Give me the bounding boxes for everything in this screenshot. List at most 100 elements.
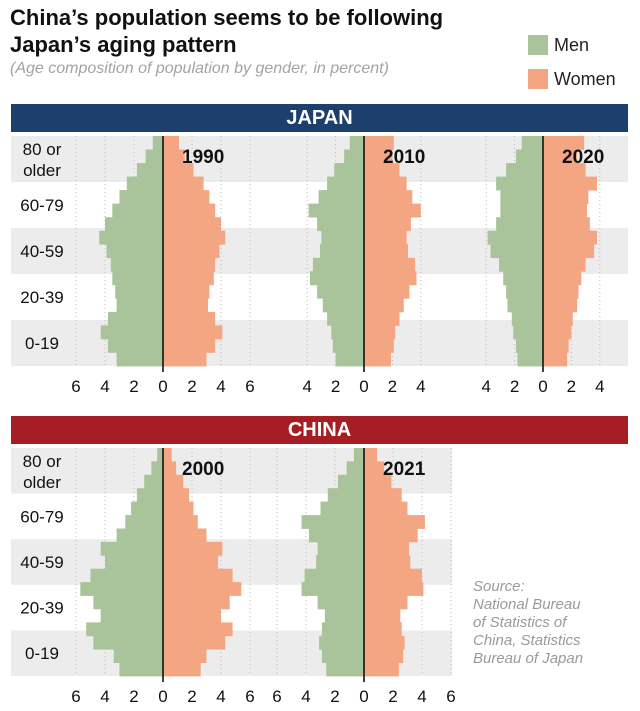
women-bar bbox=[364, 488, 402, 502]
year-label: 2020 bbox=[562, 147, 604, 168]
women-bar bbox=[364, 501, 408, 516]
women-bar bbox=[364, 136, 394, 150]
women-bar bbox=[163, 311, 216, 326]
age-group-label: 0-19 bbox=[25, 334, 59, 353]
age-group-label: older bbox=[23, 161, 61, 180]
men-bar bbox=[116, 298, 163, 313]
x-tick-label: 6 bbox=[272, 687, 281, 706]
women-bar bbox=[364, 541, 409, 556]
x-tick-label: 2 bbox=[129, 687, 138, 706]
men-bar bbox=[516, 149, 543, 164]
men-bar bbox=[93, 635, 163, 650]
men-bar bbox=[320, 501, 364, 516]
men-bar bbox=[100, 541, 163, 556]
women-bar bbox=[543, 298, 578, 313]
women-bar bbox=[163, 501, 194, 516]
x-tick-label: 4 bbox=[100, 377, 109, 396]
men-bar bbox=[100, 608, 163, 623]
x-tick-label: 2 bbox=[187, 377, 196, 396]
men-bar bbox=[500, 203, 543, 218]
men-bar bbox=[499, 257, 543, 272]
men-bar bbox=[503, 271, 543, 286]
women-bar bbox=[543, 230, 597, 245]
men-bar bbox=[353, 448, 364, 462]
women-bar bbox=[163, 230, 226, 245]
women-bar bbox=[364, 284, 410, 299]
women-bar bbox=[163, 257, 216, 272]
men-bar bbox=[310, 271, 364, 286]
women-bar bbox=[364, 203, 421, 218]
men-bar bbox=[346, 461, 364, 476]
women-bar bbox=[163, 622, 233, 637]
men-bar bbox=[100, 325, 163, 340]
men-bar bbox=[487, 230, 543, 245]
men-bar bbox=[125, 515, 163, 529]
men-bar bbox=[105, 555, 163, 570]
men-bar bbox=[304, 568, 364, 583]
source-line: China, Statistics bbox=[473, 632, 581, 649]
x-tick-label: 2 bbox=[331, 377, 340, 396]
x-tick-label: 4 bbox=[417, 687, 426, 706]
women-bar bbox=[163, 608, 221, 623]
men-bar bbox=[144, 474, 164, 489]
women-bar bbox=[163, 474, 184, 489]
women-bar bbox=[163, 541, 223, 556]
legend-item-men: Men bbox=[528, 28, 616, 62]
x-tick-label: 0 bbox=[538, 377, 547, 396]
women-bar bbox=[163, 203, 216, 218]
men-bar bbox=[107, 311, 163, 326]
men-bar bbox=[317, 284, 364, 299]
x-tick-label: 4 bbox=[302, 377, 311, 396]
men-bar bbox=[107, 338, 163, 353]
women-bar bbox=[543, 257, 586, 272]
women-bar bbox=[163, 149, 185, 164]
women-bar bbox=[543, 284, 579, 299]
men-bar bbox=[334, 163, 364, 177]
women-bar bbox=[163, 244, 220, 259]
legend-item-women: Women bbox=[528, 62, 616, 96]
women-bar bbox=[163, 568, 233, 583]
year-label: 2021 bbox=[383, 459, 426, 480]
men-bar bbox=[136, 488, 163, 502]
women-bar bbox=[543, 311, 573, 326]
x-tick-label: 2 bbox=[388, 687, 397, 706]
x-tick-label: 6 bbox=[71, 377, 80, 396]
men-bar bbox=[320, 244, 364, 259]
x-tick-label: 4 bbox=[416, 377, 425, 396]
women-bar bbox=[364, 555, 411, 570]
men-bar bbox=[496, 176, 543, 191]
men-bar bbox=[301, 582, 364, 596]
men-bar bbox=[327, 176, 364, 191]
x-tick-label: 6 bbox=[71, 687, 80, 706]
women-bar bbox=[364, 271, 417, 286]
men-bar bbox=[490, 244, 543, 259]
source-line: of Statistics of bbox=[473, 614, 567, 631]
women-bar bbox=[163, 352, 207, 367]
x-tick-label: 2 bbox=[187, 687, 196, 706]
women-bar bbox=[543, 244, 595, 259]
men-bar bbox=[312, 257, 364, 272]
men-bar bbox=[332, 338, 364, 353]
age-group-label: 80 or bbox=[23, 140, 62, 159]
women-bar bbox=[163, 190, 210, 204]
men-bar bbox=[318, 190, 364, 204]
men-bar bbox=[151, 461, 163, 476]
year-label: 2000 bbox=[182, 459, 224, 480]
women-bar bbox=[163, 595, 230, 610]
china-section-header: CHINA bbox=[11, 416, 628, 444]
women-bar bbox=[364, 190, 413, 204]
men-bar bbox=[157, 448, 163, 462]
men-bar bbox=[507, 298, 543, 313]
men-bar bbox=[126, 176, 164, 191]
women-bar bbox=[163, 515, 198, 529]
women-bar bbox=[364, 244, 408, 259]
women-bar bbox=[163, 217, 221, 232]
x-tick-label: 4 bbox=[216, 377, 225, 396]
women-bar bbox=[163, 448, 172, 462]
women-bar bbox=[163, 176, 204, 191]
x-tick-label: 4 bbox=[301, 687, 310, 706]
men-bar bbox=[319, 635, 365, 650]
men-bar bbox=[115, 284, 163, 299]
x-tick-label: 4 bbox=[216, 687, 225, 706]
